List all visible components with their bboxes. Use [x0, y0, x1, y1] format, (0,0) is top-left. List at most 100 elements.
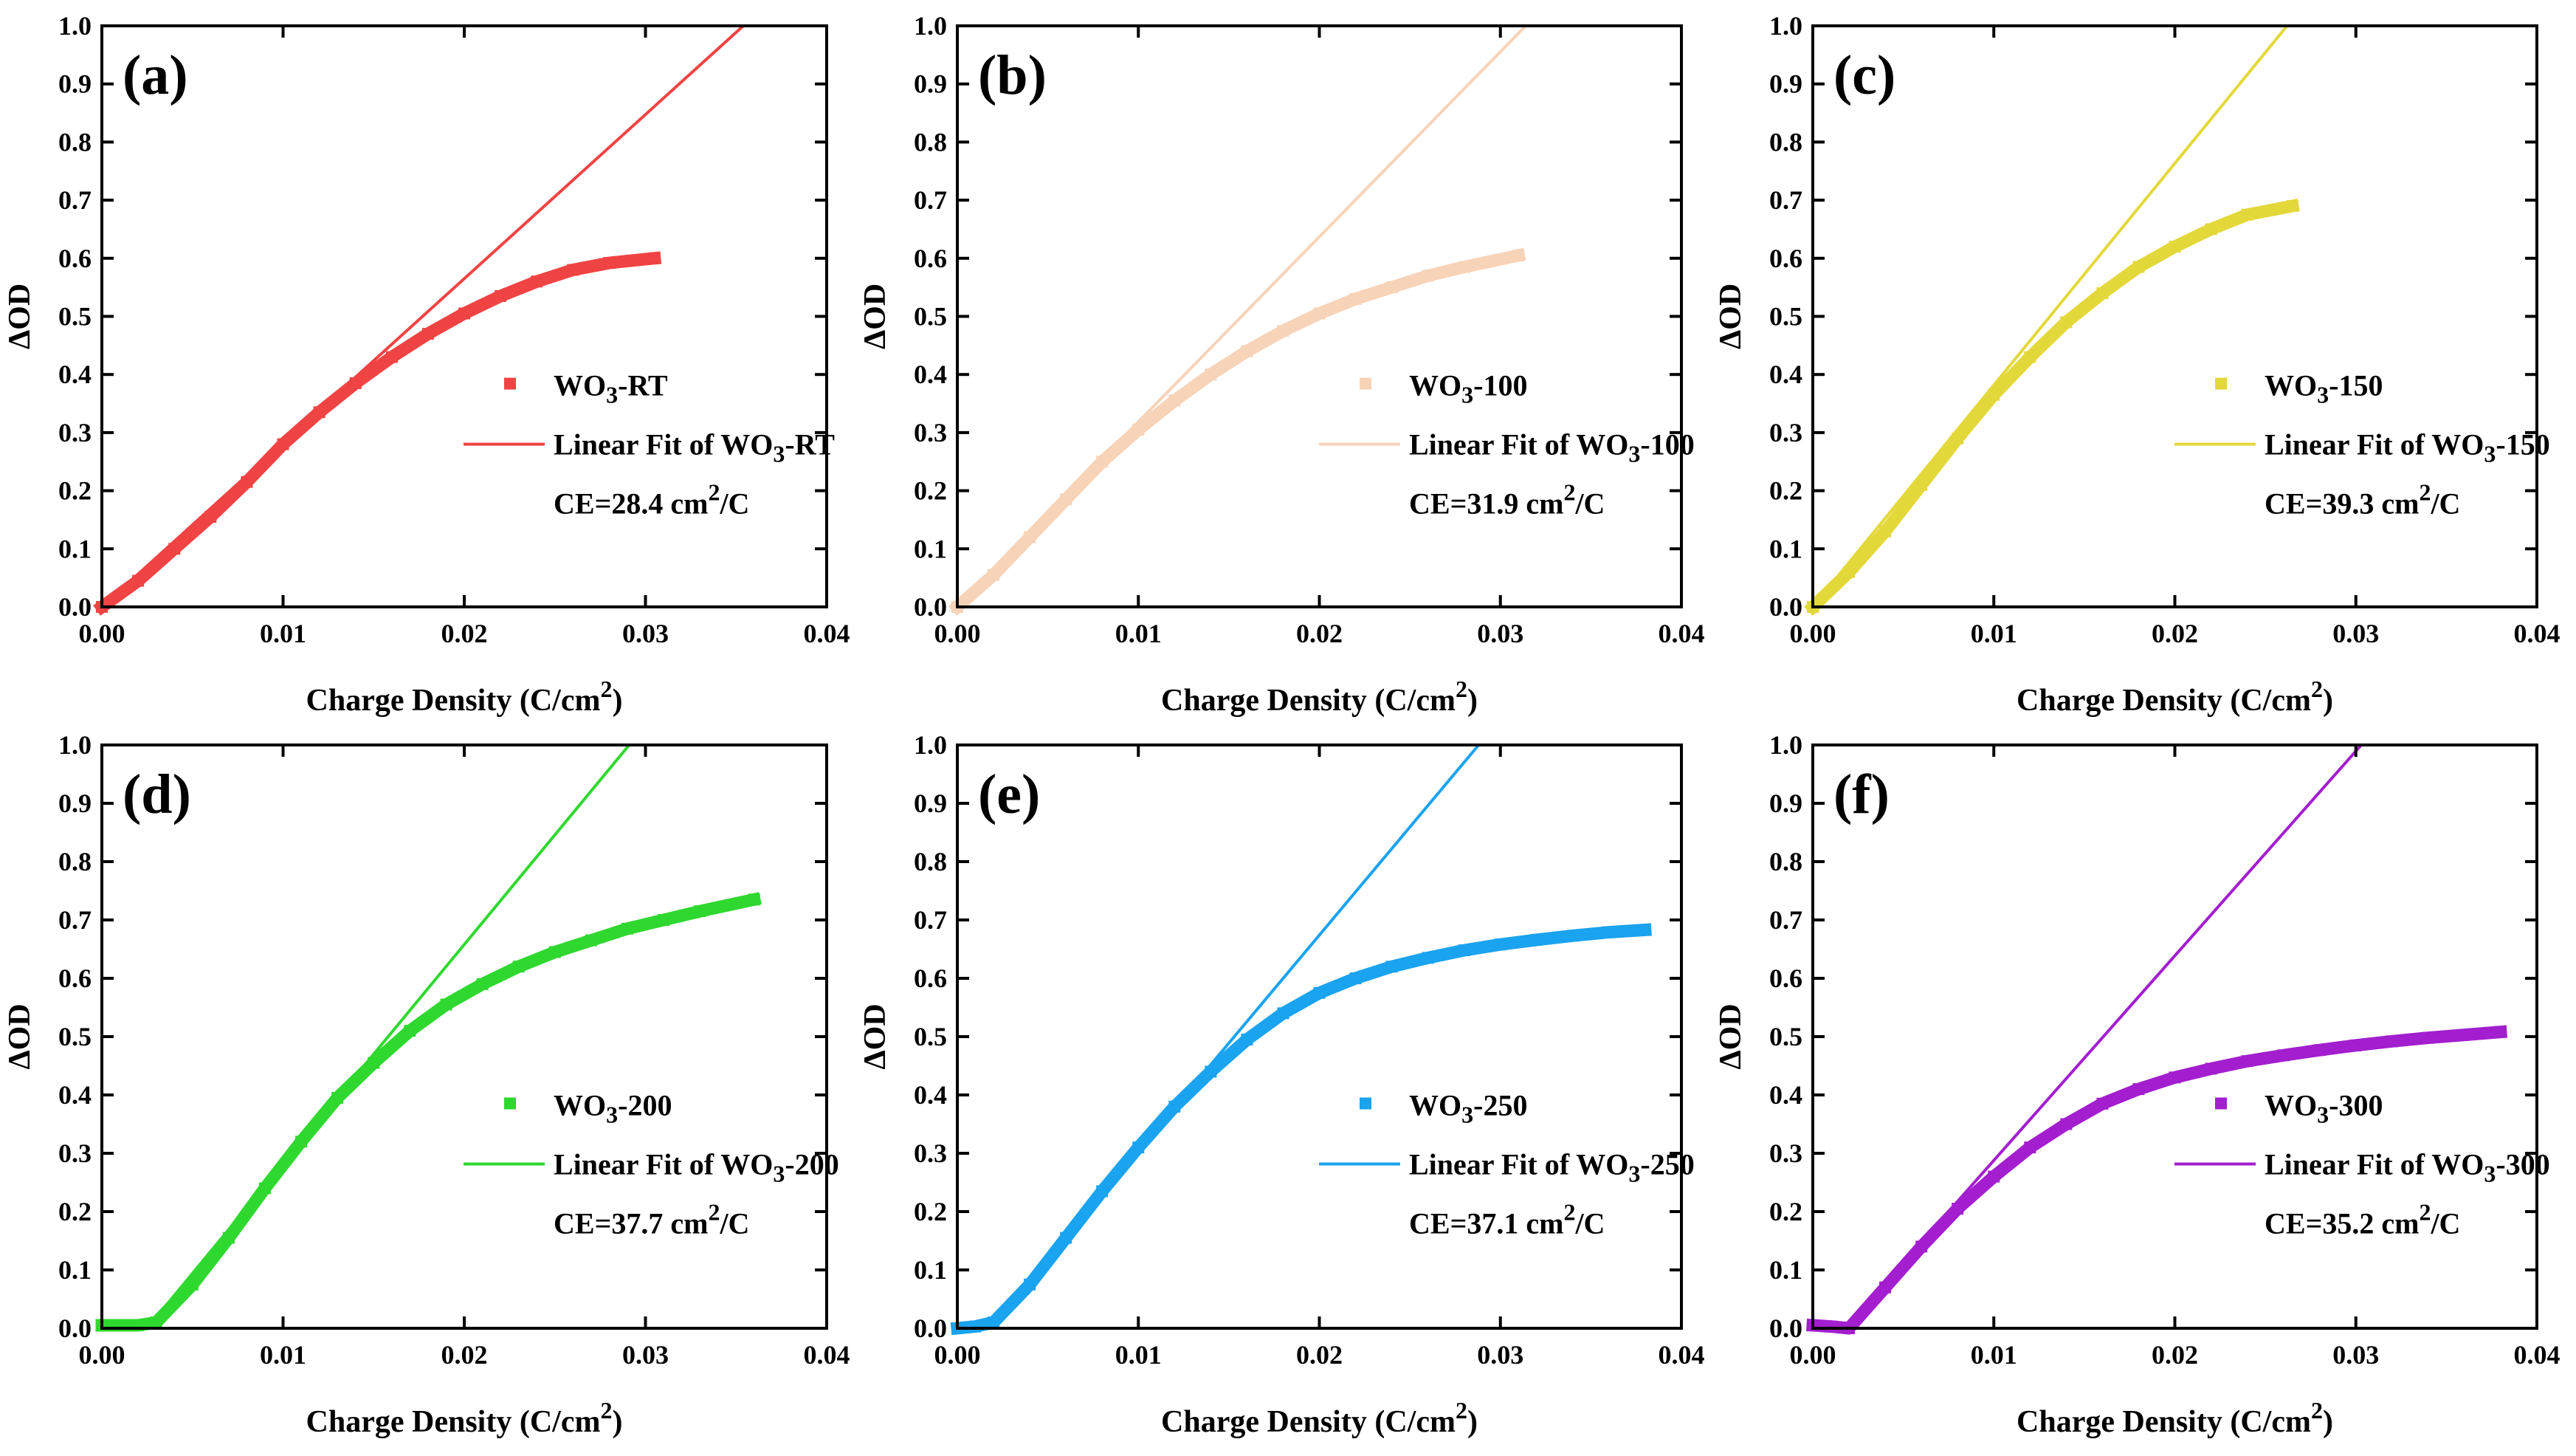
- x-tick-label: 0.00: [934, 619, 981, 648]
- data-point: [313, 406, 326, 419]
- x-axis-title-sup: 2: [1456, 1397, 1467, 1424]
- y-axis-title: ΔOD: [858, 1003, 892, 1069]
- data-point: [1988, 1170, 2000, 1183]
- x-axis-title-end: ): [1467, 1405, 1478, 1439]
- data-point: [2349, 1039, 2362, 1051]
- data-point: [1385, 961, 1398, 973]
- data-point: [1060, 1232, 1072, 1244]
- y-tick-label: 0.0: [1769, 592, 1802, 622]
- data-point: [1024, 531, 1036, 543]
- legend-text-sub: 3: [1461, 1101, 1473, 1127]
- legend-text-sub: 3: [773, 441, 785, 467]
- y-tick-label: 0.2: [58, 476, 92, 506]
- x-axis-title-text: Charge Density (C/cm: [306, 1405, 601, 1439]
- y-tick-label: 0.9: [1769, 69, 1802, 99]
- x-tick-label: 0.02: [2152, 1340, 2198, 1370]
- data-point: [295, 1136, 308, 1148]
- legend-text-sub: 3: [2484, 1160, 2496, 1187]
- y-tick-label: 0.0: [914, 592, 947, 622]
- y-tick-label: 0.5: [914, 1022, 947, 1051]
- x-tick-label: 0.00: [79, 619, 125, 648]
- y-tick-label: 0.3: [58, 418, 92, 447]
- panel-e: 0.00 0.01 0.02 0.03 0.04 0.0 0.1 0.2 0.3 0.4 0.5 0.…: [858, 730, 1705, 1439]
- data-point: [222, 1232, 235, 1244]
- y-tick-label: 1.0: [1769, 730, 1802, 760]
- data-point: [1915, 478, 1928, 491]
- ce-text-main: CE=37.1 cm: [1409, 1206, 1563, 1240]
- data-point: [1458, 944, 1470, 957]
- x-tick-label: 0.04: [2514, 619, 2560, 648]
- y-tick-label: 0.2: [914, 1197, 947, 1226]
- x-tick-label: 0.01: [1971, 619, 2017, 648]
- y-tick-label: 0.7: [58, 905, 92, 935]
- data-point: [1566, 930, 1579, 942]
- data-point: [2205, 223, 2217, 236]
- data-point: [2458, 1029, 2470, 1041]
- y-tick-label: 0.1: [1769, 1255, 1802, 1285]
- panel-b: 0.00 0.01 0.02 0.03 0.04 0.0 0.1 0.2 0.3 0.4 0.5 0.…: [858, 11, 1705, 718]
- data-point: [1313, 307, 1326, 320]
- legend-text-main: Linear Fit of WO: [2265, 428, 2484, 461]
- legend-text-rest: -100: [1640, 428, 1694, 461]
- panel-label: (c): [1833, 44, 1895, 106]
- data-point: [385, 351, 398, 363]
- x-tick-label: 0.03: [2332, 619, 2379, 648]
- legend-label-fit: Linear Fit of WO3-RT: [554, 428, 835, 467]
- ce-annotation: CE=37.7 cm2/C: [554, 1198, 749, 1240]
- y-tick-label: 0.3: [914, 418, 947, 447]
- data-point: [585, 934, 597, 947]
- legend-text-sub: 3: [606, 382, 618, 408]
- ce-annotation: CE=37.1 cm2/C: [1409, 1198, 1605, 1240]
- data-point: [1277, 325, 1289, 337]
- x-axis-title-text: Charge Density (C/cm: [2017, 1405, 2311, 1439]
- x-tick-label: 0.00: [1790, 619, 1836, 648]
- x-tick-label: 0.03: [1477, 619, 1523, 648]
- legend-text-rest: -RT: [785, 428, 835, 461]
- legend-text-rest: -250: [1640, 1147, 1694, 1181]
- y-tick-label: 0.1: [914, 534, 947, 563]
- legend-text-main: WO: [2265, 369, 2317, 402]
- panel-label: (e): [978, 763, 1040, 825]
- ce-text-main: CE=35.2 cm: [2265, 1206, 2419, 1240]
- ce-text-sup: 2: [2419, 479, 2431, 506]
- data-point: [1494, 938, 1506, 951]
- legend-text-sub: 3: [606, 1101, 618, 1127]
- y-tick-label: 0.1: [58, 1255, 92, 1285]
- y-tick-label: 1.0: [1769, 11, 1802, 41]
- data-point: [1952, 1203, 1964, 1215]
- legend-text-main: WO: [554, 369, 606, 402]
- panel-label: (b): [978, 44, 1047, 106]
- legend-text-main: Linear Fit of WO: [554, 428, 773, 461]
- y-tick-label: 0.7: [914, 185, 947, 215]
- y-tick-label: 0.2: [1769, 476, 1802, 506]
- data-point: [2132, 261, 2145, 273]
- data-point: [2386, 1035, 2398, 1048]
- data-point: [1241, 1033, 1253, 1045]
- y-tick-label: 0.7: [914, 905, 947, 935]
- x-tick-label: 0.01: [1115, 619, 1162, 648]
- ce-text-end: /C: [2430, 1206, 2460, 1240]
- data-point: [2277, 1049, 2290, 1062]
- y-tick-label: 0.2: [58, 1197, 92, 1226]
- ce-text-end: /C: [719, 487, 749, 521]
- x-tick-label: 0.02: [1296, 1340, 1343, 1370]
- linear-fit-line: [1811, 24, 2289, 608]
- data-point: [404, 1025, 416, 1037]
- panel-a: 0.00 0.01 0.02 0.03 0.04 0.0 0.1 0.2 0.3 0.4 0.5 0.…: [3, 11, 850, 718]
- x-axis-title: Charge Density (C/cm2): [1161, 1397, 1478, 1439]
- y-tick-label: 0.9: [914, 789, 947, 818]
- x-tick-label: 0.02: [1296, 619, 1343, 648]
- data-point: [1458, 261, 1470, 273]
- data-point: [1349, 292, 1362, 305]
- x-axis-title-sup: 2: [600, 1397, 612, 1424]
- y-tick-label: 0.6: [1769, 964, 1802, 993]
- y-axis-title: ΔOD: [1714, 1003, 1748, 1069]
- y-tick-label: 0.7: [1769, 185, 1802, 215]
- data-point: [1205, 1065, 1217, 1078]
- legend-text-main: WO: [2265, 1088, 2317, 1122]
- data-point: [258, 1182, 271, 1195]
- legend-label-scatter: WO3-150: [2265, 369, 2383, 408]
- legend-text-main: WO: [554, 1088, 606, 1122]
- y-tick-label: 0.5: [58, 302, 92, 332]
